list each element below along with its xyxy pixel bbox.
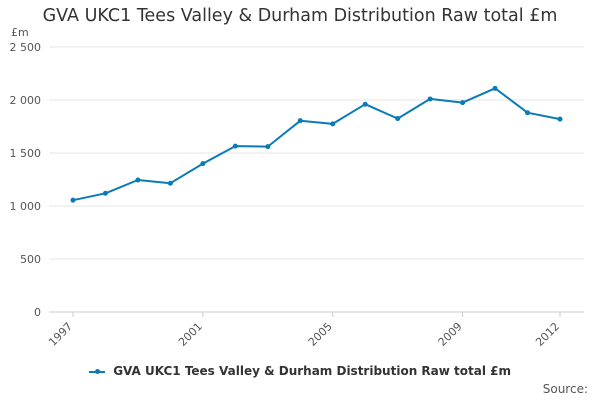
data-point <box>330 121 336 127</box>
data-point <box>492 85 498 91</box>
series-layer <box>70 85 563 203</box>
legend[interactable]: GVA UKC1 Tees Valley & Durham Distributi… <box>0 364 600 378</box>
data-point <box>427 96 433 102</box>
series-line <box>72 87 561 202</box>
gridlines <box>49 46 584 313</box>
data-point <box>297 118 303 124</box>
data-point <box>232 143 238 149</box>
y-tick-label: 2 500 <box>10 41 42 54</box>
legend-label: GVA UKC1 Tees Valley & Durham Distributi… <box>113 364 511 378</box>
data-point <box>200 161 206 167</box>
chart-title: GVA UKC1 Tees Valley & Durham Distributi… <box>42 6 558 26</box>
data-point <box>135 177 141 183</box>
data-point <box>395 116 401 122</box>
data-point <box>525 110 531 116</box>
x-tick-label: 2012 <box>533 320 562 349</box>
x-axis-ticks: 1997 2001 2005 2009 2012 <box>46 312 562 349</box>
data-point <box>167 180 173 186</box>
x-tick-label: 1997 <box>46 320 75 349</box>
data-point <box>557 116 563 122</box>
y-tick-label: 1 500 <box>10 147 42 160</box>
x-tick-label: 2005 <box>306 320 335 349</box>
source-label: Source: <box>542 382 588 396</box>
y-tick-label: 500 <box>20 253 41 266</box>
x-tick-label: 2001 <box>176 320 205 349</box>
y-axis-unit-label: £m <box>11 26 29 39</box>
data-point <box>70 197 76 203</box>
data-point <box>102 190 108 196</box>
y-tick-label: 0 <box>34 306 41 319</box>
y-tick-label: 1 000 <box>10 200 42 213</box>
legend-swatch <box>89 368 105 374</box>
data-point <box>362 101 368 107</box>
x-tick-label: 2009 <box>436 320 465 349</box>
data-point <box>265 144 271 150</box>
y-axis-ticks: 0 500 1 000 1 500 2 000 2 500 <box>10 41 42 319</box>
y-tick-label: 2 000 <box>10 94 42 107</box>
data-point <box>460 100 466 106</box>
